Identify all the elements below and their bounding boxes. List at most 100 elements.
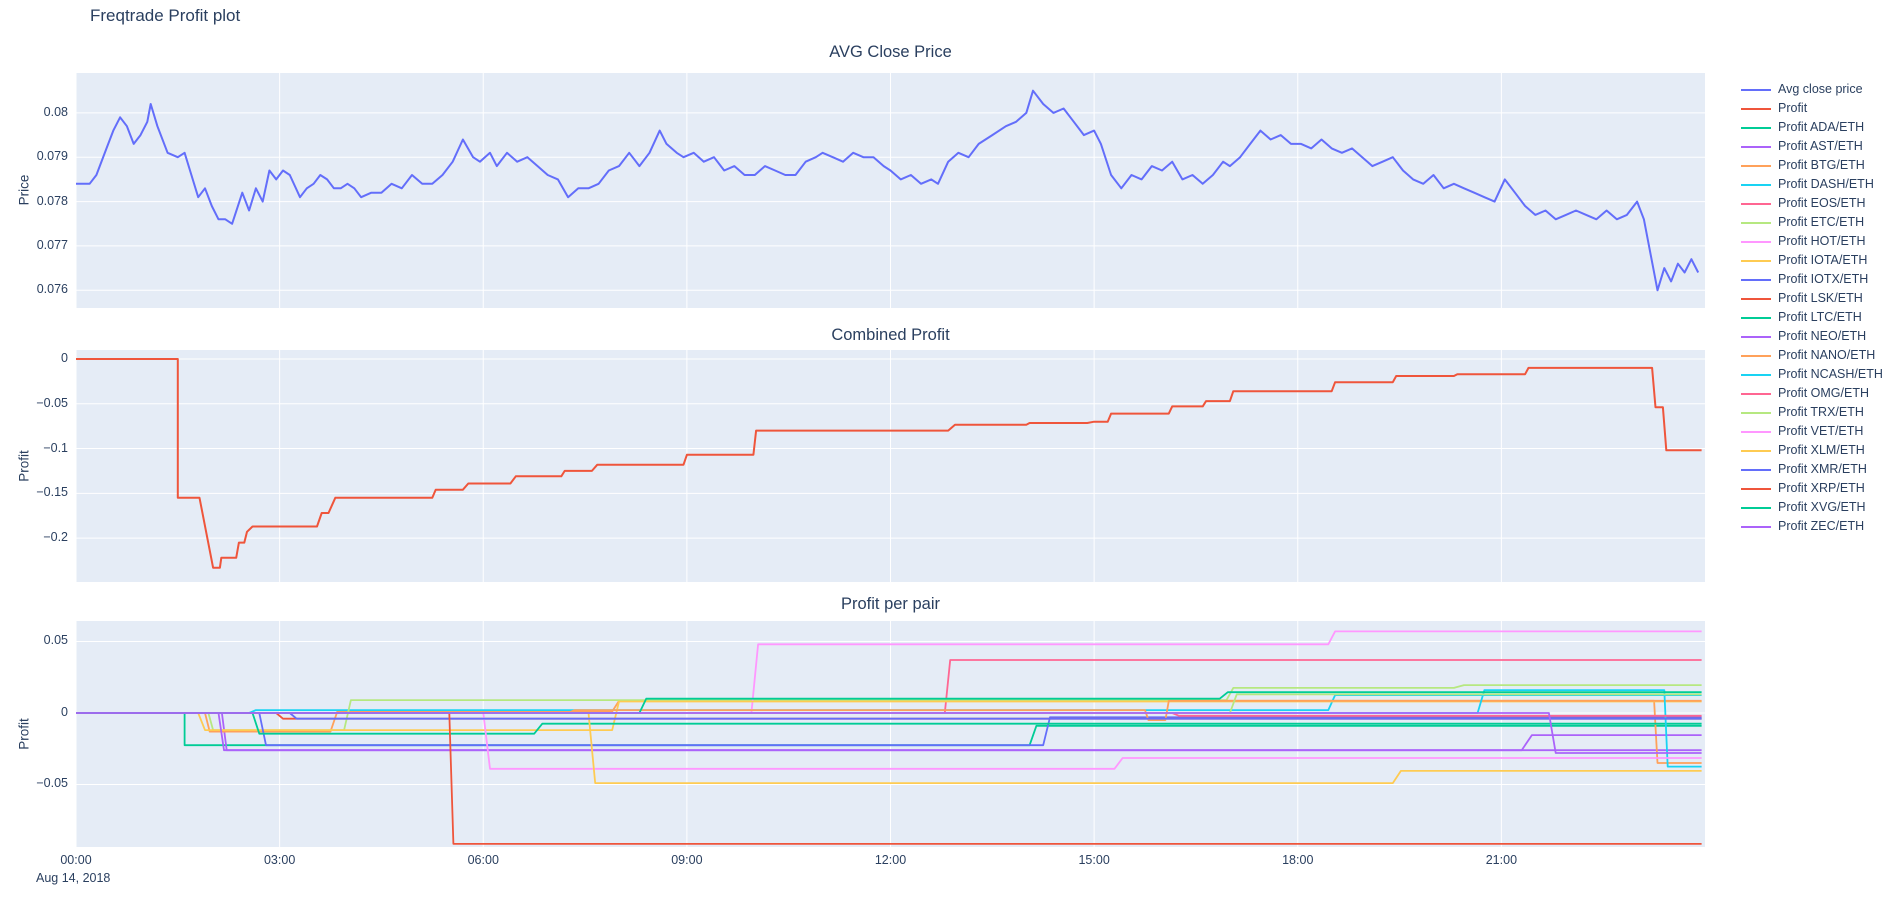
legend-swatch xyxy=(1741,506,1771,509)
legend-label: Profit DASH/ETH xyxy=(1778,177,1874,191)
legend-label: Profit IOTX/ETH xyxy=(1778,272,1869,286)
y-tick-label: −0.2 xyxy=(43,530,68,545)
trace-avg-close-price xyxy=(76,89,1700,292)
x-tick-label: 18:00 xyxy=(1282,853,1314,867)
subplot-plot-area-2[interactable] xyxy=(76,621,1705,847)
legend-item-profit-btg-eth[interactable]: Profit BTG/ETH xyxy=(1741,156,1883,175)
legend-item-profit-ast-eth[interactable]: Profit AST/ETH xyxy=(1741,137,1883,156)
legend-swatch xyxy=(1741,297,1771,300)
legend-label: Profit LSK/ETH xyxy=(1778,291,1863,305)
y-tick-label: −0.05 xyxy=(36,395,68,410)
legend-label: Profit XVG/ETH xyxy=(1778,500,1866,514)
legend-item-profit-iota-eth[interactable]: Profit IOTA/ETH xyxy=(1741,251,1883,270)
x-tick-label: 06:00 xyxy=(467,853,499,867)
y-tick-label: −0.15 xyxy=(36,485,68,500)
legend-item-profit-hot-eth[interactable]: Profit HOT/ETH xyxy=(1741,232,1883,251)
legend-label: Profit VET/ETH xyxy=(1778,424,1864,438)
x-tick-label: 03:00 xyxy=(263,853,296,867)
y-tick-label: 0.08 xyxy=(43,104,68,119)
legend-swatch xyxy=(1741,164,1771,167)
legend-item-profit-dash-eth[interactable]: Profit DASH/ETH xyxy=(1741,175,1883,194)
legend-label: Profit ADA/ETH xyxy=(1778,120,1865,134)
legend-label: Profit EOS/ETH xyxy=(1778,196,1866,210)
x-tick-label: 12:00 xyxy=(874,853,907,867)
legend-item-profit-xmr-eth[interactable]: Profit XMR/ETH xyxy=(1741,460,1883,479)
subplot-title-combined-profit: Combined Profit xyxy=(831,326,950,344)
legend-swatch xyxy=(1741,202,1771,205)
y-tick-label: −0.1 xyxy=(43,440,68,455)
legend-label: Profit XLM/ETH xyxy=(1778,443,1865,457)
legend-item-profit-iotx-eth[interactable]: Profit IOTX/ETH xyxy=(1741,270,1883,289)
trace-profit-zec-eth xyxy=(76,712,1702,754)
x-tick-label: 00:00 xyxy=(60,853,92,867)
x-tick-label: 21:00 xyxy=(1485,853,1518,867)
legend-item-profit-etc-eth[interactable]: Profit ETC/ETH xyxy=(1741,213,1883,232)
legend-swatch xyxy=(1741,278,1771,281)
subplot-title-avg-close-price: AVG Close Price xyxy=(829,43,952,61)
legend-label: Avg close price xyxy=(1778,82,1863,96)
legend-item-profit-xlm-eth[interactable]: Profit XLM/ETH xyxy=(1741,441,1883,460)
legend-item-profit-nano-eth[interactable]: Profit NANO/ETH xyxy=(1741,346,1883,365)
legend-swatch xyxy=(1741,373,1771,376)
legend-item-profit-ada-eth[interactable]: Profit ADA/ETH xyxy=(1741,118,1883,137)
legend-label: Profit NANO/ETH xyxy=(1778,348,1876,362)
legend-label: Profit IOTA/ETH xyxy=(1778,253,1868,267)
legend-swatch xyxy=(1741,221,1771,224)
y-tick-label: 0.077 xyxy=(36,237,68,252)
figure-title: Freqtrade Profit plot xyxy=(90,6,241,25)
y-axis-label-profit-combined: Profit xyxy=(16,450,32,482)
y-tick-label: 0.076 xyxy=(36,282,68,297)
legend-label: Profit TRX/ETH xyxy=(1778,405,1864,419)
y-tick-label: 0.05 xyxy=(43,633,68,648)
legend-item-avg-close-price[interactable]: Avg close price xyxy=(1741,80,1883,99)
y-tick-label: 0.079 xyxy=(36,149,68,164)
legend-label: Profit BTG/ETH xyxy=(1778,158,1865,172)
legend-swatch xyxy=(1741,354,1771,357)
legend-item-profit-trx-eth[interactable]: Profit TRX/ETH xyxy=(1741,403,1883,422)
subplot-plot-area-0[interactable] xyxy=(76,73,1705,308)
legend-swatch xyxy=(1741,145,1771,148)
legend-item-profit-xrp-eth[interactable]: Profit XRP/ETH xyxy=(1741,479,1883,498)
y-tick-label: 0 xyxy=(61,350,68,365)
legend-label: Profit XMR/ETH xyxy=(1778,462,1867,476)
legend-swatch xyxy=(1741,88,1771,91)
legend-swatch xyxy=(1741,335,1771,338)
legend-label: Profit LTC/ETH xyxy=(1778,310,1862,324)
legend-label: Profit ZEC/ETH xyxy=(1778,519,1865,533)
legend-item-profit[interactable]: Profit xyxy=(1741,99,1883,118)
legend-swatch xyxy=(1741,487,1771,490)
legend-item-profit-vet-eth[interactable]: Profit VET/ETH xyxy=(1741,422,1883,441)
legend-item-profit-omg-eth[interactable]: Profit OMG/ETH xyxy=(1741,384,1883,403)
legend-swatch xyxy=(1741,525,1771,528)
y-tick-label: 0.078 xyxy=(36,193,68,208)
legend: Avg close price Profit Profit ADA/ETH Profi… xyxy=(1741,80,1883,536)
legend-swatch xyxy=(1741,411,1771,414)
legend-item-profit-eos-eth[interactable]: Profit EOS/ETH xyxy=(1741,194,1883,213)
y-tick-label: −0.05 xyxy=(36,776,68,791)
legend-swatch xyxy=(1741,126,1771,129)
x-axis-date-label: Aug 14, 2018 xyxy=(36,871,111,885)
y-axis-label-profit-pairs: Profit xyxy=(16,718,32,750)
legend-item-profit-neo-eth[interactable]: Profit NEO/ETH xyxy=(1741,327,1883,346)
legend-swatch xyxy=(1741,430,1771,433)
legend-swatch xyxy=(1741,259,1771,262)
legend-item-profit-xvg-eth[interactable]: Profit XVG/ETH xyxy=(1741,498,1883,517)
legend-item-profit-lsk-eth[interactable]: Profit LSK/ETH xyxy=(1741,289,1883,308)
legend-swatch xyxy=(1741,183,1771,186)
subplot-plot-area-1[interactable] xyxy=(76,350,1705,582)
legend-swatch xyxy=(1741,468,1771,471)
legend-label: Profit AST/ETH xyxy=(1778,139,1863,153)
legend-swatch xyxy=(1741,392,1771,395)
legend-swatch xyxy=(1741,449,1771,452)
trace-profit xyxy=(76,358,1702,569)
legend-item-profit-zec-eth[interactable]: Profit ZEC/ETH xyxy=(1741,517,1883,536)
legend-label: Profit HOT/ETH xyxy=(1778,234,1866,248)
legend-swatch xyxy=(1741,107,1771,110)
legend-item-profit-ltc-eth[interactable]: Profit LTC/ETH xyxy=(1741,308,1883,327)
x-tick-label: 09:00 xyxy=(671,853,703,867)
legend-label: Profit OMG/ETH xyxy=(1778,386,1869,400)
legend-label: Profit NCASH/ETH xyxy=(1778,367,1883,381)
legend-item-profit-ncash-eth[interactable]: Profit NCASH/ETH xyxy=(1741,365,1883,384)
y-tick-label: 0 xyxy=(61,704,68,719)
